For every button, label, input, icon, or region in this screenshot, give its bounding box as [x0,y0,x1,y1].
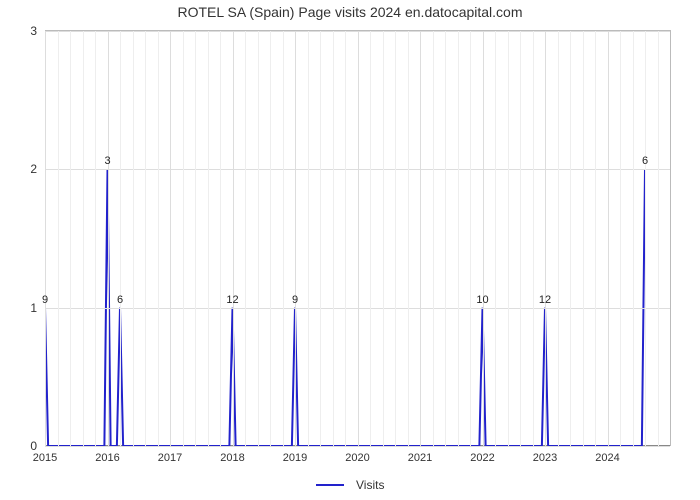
legend: Visits [0,476,700,494]
grid-v-minor [470,31,471,446]
x-tick-label: 2024 [595,452,619,464]
chart-container: ROTEL SA (Spain) Page visits 2024 en.dat… [0,0,700,500]
grid-v [45,31,46,446]
peak-label: 12 [226,294,238,306]
grid-v-minor [95,31,96,446]
grid-v-minor [508,31,509,446]
grid-v-minor [270,31,271,446]
x-tick-label: 2018 [220,452,244,464]
grid-v-minor [445,31,446,446]
legend-swatch [316,484,344,486]
y-tick-label: 3 [9,24,37,38]
peak-label: 9 [42,294,48,306]
y-tick-label: 0 [9,439,37,453]
grid-v-minor [320,31,321,446]
peak-label: 9 [292,294,298,306]
grid-v-minor [208,31,209,446]
grid-v [170,31,171,446]
grid-v-minor [70,31,71,446]
legend-label: Visits [356,478,384,492]
grid-v-minor [158,31,159,446]
grid-v [545,31,546,446]
grid-v-minor [520,31,521,446]
grid-v-minor [245,31,246,446]
grid-v-minor [533,31,534,446]
y-tick-label: 1 [9,301,37,315]
x-tick-label: 2017 [158,452,182,464]
grid-v [608,31,609,446]
plot-area: 0123201520162017201820192020202120222023… [45,30,671,446]
grid-v-minor [570,31,571,446]
grid-v-minor [458,31,459,446]
grid-h [45,446,670,447]
x-tick-label: 2019 [283,452,307,464]
grid-v [108,31,109,446]
grid-v-minor [620,31,621,446]
peak-label: 3 [104,155,110,167]
x-tick-label: 2016 [95,452,119,464]
peak-label: 12 [539,294,551,306]
grid-v-minor [495,31,496,446]
x-tick-label: 2023 [533,452,557,464]
grid-v [358,31,359,446]
peak-label: 6 [117,294,123,306]
peak-label: 10 [476,294,488,306]
grid-v-minor [258,31,259,446]
x-tick-label: 2015 [33,452,57,464]
y-tick-label: 2 [9,162,37,176]
grid-v-minor [345,31,346,446]
grid-v-minor [58,31,59,446]
grid-v-minor [283,31,284,446]
grid-v-minor [83,31,84,446]
grid-v-minor [333,31,334,446]
grid-v-minor [633,31,634,446]
grid-v [233,31,234,446]
grid-v-minor [183,31,184,446]
grid-v-minor [370,31,371,446]
grid-v-minor [595,31,596,446]
chart-title: ROTEL SA (Spain) Page visits 2024 en.dat… [0,4,700,20]
grid-v-minor [408,31,409,446]
grid-v-minor [133,31,134,446]
grid-v-minor [120,31,121,446]
x-tick-label: 2022 [470,452,494,464]
peak-label: 6 [642,155,648,167]
grid-v-minor [195,31,196,446]
grid-v-minor [395,31,396,446]
grid-v-minor [433,31,434,446]
x-tick-label: 2020 [345,452,369,464]
grid-v-minor [383,31,384,446]
grid-v-minor [220,31,221,446]
grid-v-minor [558,31,559,446]
grid-v-minor [145,31,146,446]
grid-v [483,31,484,446]
grid-v-minor [583,31,584,446]
grid-v-minor [308,31,309,446]
x-tick-label: 2021 [408,452,432,464]
grid-v-minor [645,31,646,446]
grid-v-minor [658,31,659,446]
grid-v [420,31,421,446]
grid-v [295,31,296,446]
